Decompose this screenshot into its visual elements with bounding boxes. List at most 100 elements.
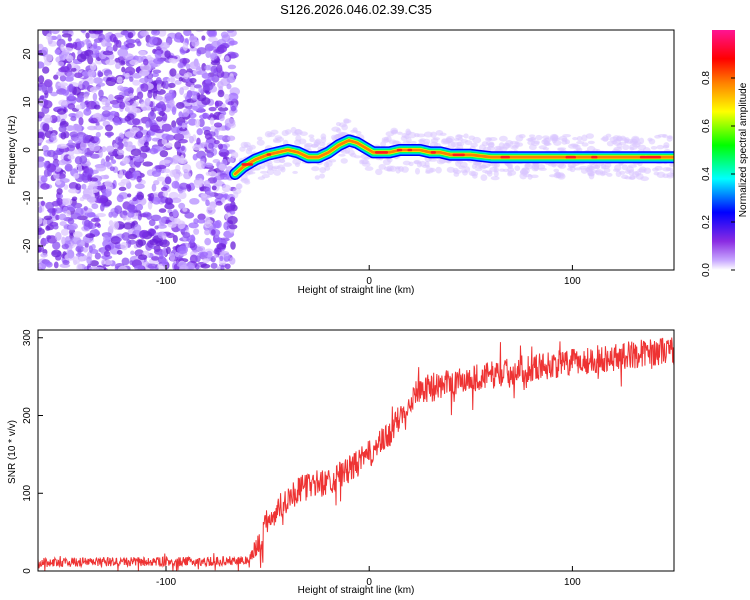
spectrogram-ridge-halo (250, 167, 260, 171)
spectrogram-noise-blob (139, 77, 149, 84)
spectrogram-ridge-halo (430, 131, 437, 138)
spectrogram-noise-blob (151, 170, 161, 177)
spectrogram-ridge-halo (576, 136, 583, 142)
spectrogram-noise-blob (54, 231, 62, 241)
spectrogram-ridge-halo (606, 140, 614, 147)
spectrogram-noise-blob (60, 43, 65, 52)
spectrogram-ridge-halo (472, 161, 482, 166)
spectrogram-noise-blob (179, 87, 185, 96)
spectrogram-noise-blob (127, 141, 133, 147)
spectrogram-noise-blob (46, 33, 52, 41)
top-x-ticks: -100 0 100 (156, 265, 581, 287)
spectrogram-ridge-halo (669, 163, 674, 167)
spectrogram-noise-blob (112, 237, 122, 242)
spectrogram-noise-blob (196, 70, 207, 75)
spectrogram-noise-blob (38, 61, 45, 69)
spectrogram-noise-blob (211, 185, 217, 191)
spectrogram-noise-blob (95, 131, 101, 138)
spectrogram-noise-blob (116, 249, 123, 255)
spectrogram-noise-blob (121, 232, 131, 241)
spectrogram-noise-blob (47, 85, 53, 94)
spectrogram-noise-blob (91, 203, 99, 210)
spectrogram-noise-blob (103, 250, 111, 258)
spectrogram-noise-blob (197, 213, 206, 221)
spectrogram-noise-blob (175, 101, 185, 109)
spectrogram-ridge-halo (524, 162, 531, 168)
spectrogram-ridge-halo (299, 131, 308, 136)
spectrogram-noise-blob (224, 55, 230, 61)
spectrogram-noise-blob (90, 53, 100, 58)
spectrogram-ridge-halo (622, 144, 630, 151)
spectrogram-noise-blob (177, 220, 186, 230)
spectrogram-noise-blob (108, 211, 113, 218)
spectrogram-noise-blob (101, 146, 107, 153)
spectrogram-noise-blob (104, 33, 109, 40)
spectrogram-noise-blob (167, 221, 177, 228)
spectrogram-ridge-halo (487, 142, 495, 149)
spectrogram-noise-blob (194, 118, 201, 128)
spectrogram-noise-blob (190, 234, 196, 244)
spectrogram-noise-blob (87, 69, 96, 78)
spectrogram-noise-blob (204, 237, 212, 246)
spectrogram-noise-blob (129, 76, 134, 82)
spectrogram-ridge-halo (653, 171, 660, 176)
spectrogram-noise-blob (43, 114, 53, 124)
spectrogram-noise-blob (156, 224, 167, 229)
spectrogram-noise-blob (111, 159, 117, 164)
spectrogram-noise-blob (80, 141, 87, 150)
spectrogram-ridge-halo (495, 146, 505, 150)
spectrogram-noise-blob (45, 201, 55, 210)
spectrogram-noise-blob (155, 116, 163, 122)
spectrogram-noise-blob (105, 59, 116, 66)
spectrogram-peak (500, 155, 510, 159)
spectrogram-noise-blob (226, 83, 232, 90)
bottom-y-axis-label: SNR (10 * v/v) (7, 420, 18, 484)
spectrogram-ridge-halo (662, 144, 670, 149)
colorbar-tick-label: 0.2 (701, 215, 712, 229)
spectrogram-noise-blob (203, 162, 214, 167)
spectrogram-noise-blob (135, 38, 141, 44)
spectrogram-noise-blob (177, 157, 188, 164)
bottom-x-tick-label: 0 (366, 577, 372, 588)
spectrogram-noise-blob (150, 245, 156, 250)
spectrogram-noise-blob (103, 259, 113, 266)
spectrogram-noise-blob (171, 106, 177, 116)
spectrogram-noise-blob (214, 100, 224, 107)
spectrogram-ridge-halo (352, 127, 358, 133)
spectrogram-ridge-halo (378, 163, 387, 170)
spectrogram-noise-blob (133, 224, 142, 233)
spectrogram-ridge-halo (446, 166, 455, 173)
spectrogram-noise-blob (76, 239, 86, 247)
spectrogram-noise-blob (227, 101, 234, 106)
spectrogram-ridge-halo (650, 146, 658, 150)
spectrogram-ridge-halo (338, 153, 346, 157)
spectrogram-noise-blob (151, 256, 160, 261)
spectrogram-noise-blob (141, 106, 148, 112)
spectrogram-noise-blob (137, 91, 144, 100)
spectrogram-noise-blob (152, 69, 162, 74)
spectrogram-noise-blob (210, 60, 221, 66)
spectrogram-ridge-halo (450, 141, 459, 148)
spectrogram-ridge-halo (361, 159, 370, 165)
spectrogram-ridge-halo (276, 164, 285, 171)
spectrogram-ridge-halo (383, 136, 390, 143)
spectrogram-ridge-halo (309, 137, 315, 143)
spectrogram-noise-blob (95, 212, 107, 218)
spectrogram-ridge-halo (594, 163, 601, 170)
spectrogram-noise-blob (204, 64, 211, 71)
spectrogram-noise-blob (67, 103, 76, 110)
spectrogram-noise-blob (40, 183, 50, 190)
spectrogram-noise-blob (101, 110, 111, 118)
spectrogram-ridge-halo (414, 167, 421, 175)
spectrogram-noise-blob (183, 72, 189, 80)
spectrogram-noise-blob (38, 156, 45, 163)
spectrogram-noise-blob (134, 183, 145, 190)
spectrogram-noise-blob (96, 194, 108, 204)
bottom-y-tick-label: 300 (22, 329, 33, 346)
bottom-y-ticks: 0 100 200 300 (22, 329, 43, 574)
spectrogram-noise-blob (57, 61, 65, 67)
spectrogram-noise-blob (59, 178, 70, 184)
spectrogram-ridge-halo (340, 158, 348, 164)
spectrogram-noise-blob (151, 72, 159, 78)
spectrogram-noise-blob (64, 236, 71, 245)
